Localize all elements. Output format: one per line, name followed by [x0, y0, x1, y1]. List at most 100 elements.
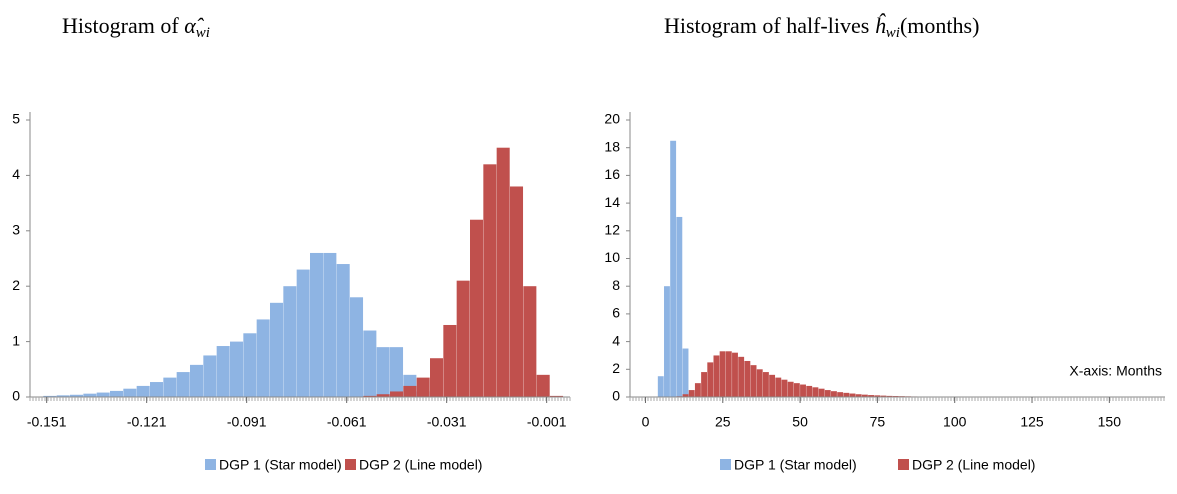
bar: [775, 377, 782, 397]
bar: [756, 369, 763, 397]
y-tick-label: 4: [12, 166, 20, 182]
bar: [323, 252, 337, 397]
title-part: wi: [886, 25, 900, 41]
y-tick-label: 18: [604, 138, 620, 154]
bar: [310, 252, 324, 397]
x-tick-label: -0.061: [327, 414, 367, 430]
title-part: (months): [900, 13, 979, 38]
bar: [376, 347, 390, 397]
chart-title: Histogram of α̂wi: [62, 13, 210, 41]
bar: [350, 297, 364, 397]
bar: [886, 395, 893, 397]
bar: [403, 385, 417, 397]
bar: [719, 351, 726, 397]
legend-swatch: [898, 459, 909, 470]
y-tick-label: 1: [12, 332, 20, 348]
bar: [707, 362, 714, 397]
bar: [713, 355, 720, 397]
bar: [110, 390, 124, 397]
bar: [70, 394, 84, 397]
bar: [682, 394, 689, 397]
bar: [806, 385, 813, 397]
bar: [657, 376, 664, 397]
bar: [483, 164, 497, 397]
bar: [701, 372, 708, 397]
bar: [443, 324, 457, 397]
bar: [831, 391, 837, 397]
bar: [203, 355, 217, 397]
bar: [510, 186, 524, 397]
bar: [818, 388, 825, 397]
bar: [550, 395, 564, 397]
bar: [800, 384, 806, 397]
chart-title: Histogram of half-lives ĥwi(months): [664, 13, 979, 41]
bar: [837, 392, 844, 397]
x-tick-label: 150: [1098, 414, 1122, 430]
legend-label: DGP 2 (Line model): [912, 457, 1035, 473]
bar: [243, 333, 257, 397]
bar: [376, 394, 390, 397]
bar: [150, 382, 164, 397]
bar: [725, 351, 732, 397]
legend-swatch: [345, 459, 356, 470]
x-tick-label: 0: [642, 414, 650, 430]
x-tick-label: 125: [1020, 414, 1044, 430]
y-tick-label: 0: [12, 388, 20, 404]
bar: [732, 352, 738, 397]
legend-label: DGP 1 (Star model): [219, 457, 342, 473]
title-part: Histogram of half-lives: [664, 13, 875, 38]
x-tick-label: 100: [943, 414, 967, 430]
bar: [496, 147, 510, 397]
bar: [56, 395, 70, 397]
bar: [849, 393, 856, 397]
y-tick-label: 10: [604, 249, 620, 265]
bar: [456, 280, 470, 397]
bar: [664, 286, 670, 397]
bar: [163, 377, 177, 397]
bar: [416, 377, 430, 397]
annotation: X-axis: Months: [1069, 363, 1162, 379]
y-tick-label: 6: [612, 305, 620, 321]
bar: [283, 286, 297, 397]
legend-label: DGP 1 (Star model): [734, 457, 857, 473]
bar: [136, 385, 150, 397]
bar: [336, 264, 350, 397]
bar: [430, 358, 444, 397]
bar: [688, 390, 695, 397]
bar: [750, 365, 757, 397]
bar: [744, 360, 751, 397]
bar: [793, 383, 800, 397]
y-tick-label: 4: [612, 332, 620, 348]
bar: [523, 286, 537, 397]
y-tick-label: 14: [604, 194, 620, 210]
bar: [230, 341, 244, 397]
bar: [363, 330, 377, 397]
x-tick-label: -0.151: [27, 414, 67, 430]
bar: [256, 319, 270, 397]
y-tick-label: 12: [604, 222, 620, 238]
bar: [812, 387, 819, 397]
y-tick-label: 16: [604, 166, 620, 182]
y-tick-label: 2: [12, 277, 20, 293]
bar: [123, 388, 137, 397]
bar: [390, 347, 404, 397]
y-tick-label: 3: [12, 222, 20, 238]
legend-swatch: [205, 459, 216, 470]
x-tick-label: -0.001: [527, 414, 567, 430]
bar: [470, 219, 484, 397]
bar: [390, 391, 404, 397]
bar: [880, 395, 887, 397]
x-tick-label: -0.121: [127, 414, 167, 430]
bar: [96, 392, 110, 397]
y-tick-label: 5: [12, 111, 20, 127]
bar: [694, 383, 701, 397]
bar: [769, 374, 776, 397]
bar: [670, 140, 677, 397]
x-tick-label: 25: [715, 414, 731, 430]
bar: [781, 379, 788, 397]
bar: [176, 372, 190, 397]
x-tick-label: 50: [792, 414, 808, 430]
title-part: wi: [196, 25, 210, 41]
bar: [83, 393, 97, 397]
